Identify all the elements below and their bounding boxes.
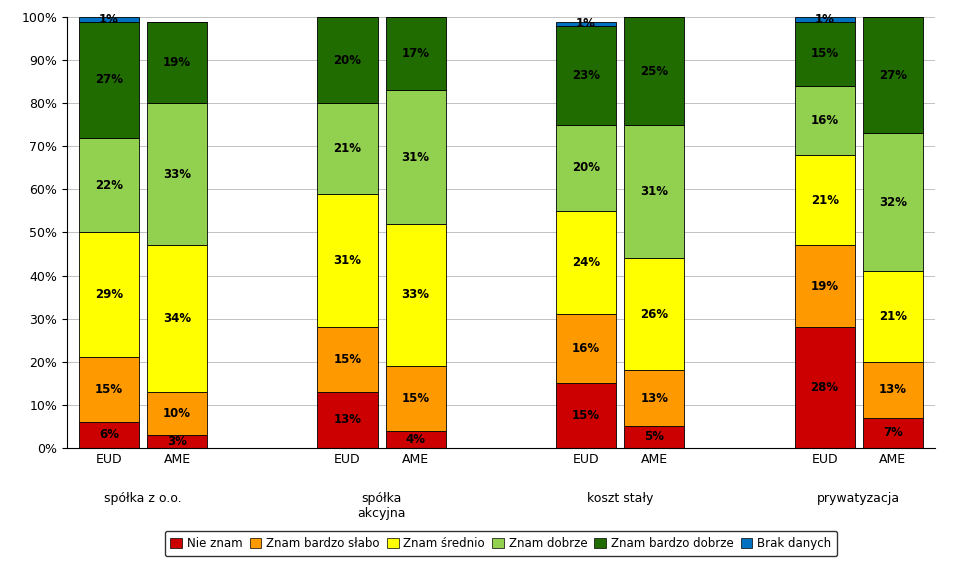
- Text: 16%: 16%: [810, 114, 838, 127]
- Bar: [385, 17, 445, 91]
- Text: 23%: 23%: [572, 69, 599, 82]
- Text: 15%: 15%: [810, 47, 838, 60]
- Text: 20%: 20%: [334, 54, 361, 67]
- Bar: [79, 138, 139, 232]
- Bar: [147, 391, 207, 435]
- Text: 4%: 4%: [405, 433, 425, 445]
- Bar: [317, 103, 377, 194]
- Text: 3%: 3%: [167, 435, 187, 448]
- Text: 33%: 33%: [401, 288, 429, 301]
- Bar: [556, 315, 616, 383]
- Text: 21%: 21%: [878, 310, 906, 323]
- Text: 28%: 28%: [810, 381, 838, 394]
- Text: 13%: 13%: [334, 413, 361, 426]
- Bar: [79, 17, 139, 21]
- Bar: [794, 246, 854, 327]
- Text: 32%: 32%: [878, 196, 906, 209]
- Bar: [794, 22, 854, 86]
- Text: 34%: 34%: [163, 312, 191, 325]
- Bar: [794, 155, 854, 246]
- Bar: [862, 362, 922, 418]
- Bar: [623, 125, 683, 258]
- Text: 15%: 15%: [333, 353, 361, 366]
- Text: 19%: 19%: [163, 56, 191, 69]
- Text: prywatyzacja: prywatyzacja: [817, 492, 900, 505]
- Bar: [147, 103, 207, 246]
- Text: 21%: 21%: [334, 142, 361, 155]
- Text: 16%: 16%: [572, 342, 599, 355]
- Bar: [385, 224, 445, 366]
- Text: 33%: 33%: [163, 168, 191, 181]
- Bar: [79, 357, 139, 422]
- Text: 31%: 31%: [639, 185, 667, 198]
- Text: 27%: 27%: [878, 69, 906, 82]
- Text: 1%: 1%: [814, 13, 834, 26]
- Text: 19%: 19%: [810, 280, 838, 293]
- Text: koszt stały: koszt stały: [586, 492, 653, 505]
- Bar: [317, 194, 377, 327]
- Bar: [317, 392, 377, 448]
- Bar: [317, 327, 377, 392]
- Bar: [794, 86, 854, 155]
- Text: spółka
akcyjna: spółka akcyjna: [357, 492, 405, 520]
- Text: 6%: 6%: [99, 428, 119, 441]
- Bar: [317, 17, 377, 103]
- Text: 13%: 13%: [639, 391, 667, 405]
- Text: 15%: 15%: [572, 409, 599, 422]
- Text: 25%: 25%: [639, 64, 668, 77]
- Bar: [862, 418, 922, 448]
- Bar: [556, 26, 616, 125]
- Bar: [79, 22, 139, 138]
- Bar: [623, 258, 683, 370]
- Bar: [385, 91, 445, 224]
- Bar: [623, 17, 683, 125]
- Bar: [623, 370, 683, 426]
- Bar: [862, 17, 922, 134]
- Text: 5%: 5%: [643, 430, 663, 444]
- Text: 15%: 15%: [401, 391, 429, 405]
- Bar: [794, 327, 854, 448]
- Text: 1%: 1%: [99, 13, 119, 26]
- Bar: [794, 17, 854, 21]
- Bar: [623, 426, 683, 448]
- Text: 15%: 15%: [94, 383, 123, 396]
- Bar: [385, 430, 445, 448]
- Bar: [147, 22, 207, 103]
- Text: 21%: 21%: [810, 193, 838, 207]
- Text: 31%: 31%: [401, 150, 429, 164]
- Legend: Nie znam, Znam bardzo słabo, Znam średnio, Znam dobrze, Znam bardzo dobrze, Brak: Nie znam, Znam bardzo słabo, Znam średni…: [164, 531, 837, 556]
- Bar: [556, 211, 616, 315]
- Bar: [385, 366, 445, 430]
- Text: 10%: 10%: [163, 407, 191, 420]
- Text: 26%: 26%: [639, 308, 668, 321]
- Text: 24%: 24%: [572, 256, 599, 269]
- Text: spółka z o.o.: spółka z o.o.: [104, 492, 182, 505]
- Bar: [147, 246, 207, 392]
- Bar: [556, 22, 616, 26]
- Text: 20%: 20%: [572, 161, 599, 174]
- Text: 27%: 27%: [94, 73, 123, 86]
- Bar: [556, 125, 616, 211]
- Text: 17%: 17%: [401, 47, 429, 60]
- Text: 29%: 29%: [94, 288, 123, 301]
- Bar: [862, 272, 922, 362]
- Bar: [79, 422, 139, 448]
- Text: 22%: 22%: [94, 179, 123, 192]
- Bar: [147, 435, 207, 448]
- Text: 13%: 13%: [878, 383, 906, 396]
- Bar: [556, 383, 616, 448]
- Bar: [79, 232, 139, 357]
- Bar: [862, 134, 922, 272]
- Text: 31%: 31%: [334, 254, 361, 267]
- Text: 1%: 1%: [576, 17, 596, 30]
- Text: 7%: 7%: [882, 426, 902, 439]
